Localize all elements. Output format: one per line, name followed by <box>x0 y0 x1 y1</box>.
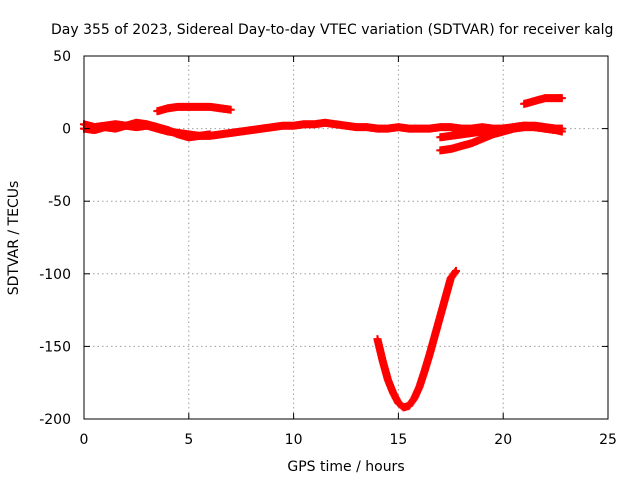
data-points <box>80 94 566 412</box>
x-tick-label: 10 <box>285 432 303 448</box>
data-point <box>452 266 461 275</box>
y-axis-title: SDTVAR / TECUs <box>6 181 22 296</box>
series-5 <box>520 94 566 108</box>
data-point <box>205 130 214 139</box>
chart-title: Day 355 of 2023, Sidereal Day-to-day VTE… <box>51 22 613 38</box>
data-point <box>557 94 566 103</box>
plot-frame <box>83 55 609 420</box>
x-tick-label: 15 <box>389 432 407 448</box>
series-6 <box>373 266 461 412</box>
data-point <box>551 126 560 135</box>
series-4 <box>436 121 560 142</box>
series-2 <box>153 102 235 116</box>
series-1 <box>80 118 214 142</box>
y-tick-label: -50 <box>48 194 71 210</box>
y-tick-label: -200 <box>39 412 71 428</box>
y-tick-label: -150 <box>39 339 71 355</box>
axis-ticks <box>83 55 609 420</box>
x-tick-label: 20 <box>494 432 512 448</box>
y-tick-label: -100 <box>39 267 71 283</box>
y-tick-label: 0 <box>62 122 71 138</box>
x-tick-label: 25 <box>599 432 617 448</box>
y-tick-label: 50 <box>53 49 71 65</box>
x-axis-title: GPS time / hours <box>287 459 404 475</box>
data-point <box>226 105 235 114</box>
data-point <box>557 127 566 136</box>
tick-labels: 0 5 10 15 20 25 50 0 -50 -100 -150 -200 <box>39 49 617 448</box>
x-tick-label: 0 <box>80 432 89 448</box>
x-tick-label: 5 <box>184 432 193 448</box>
